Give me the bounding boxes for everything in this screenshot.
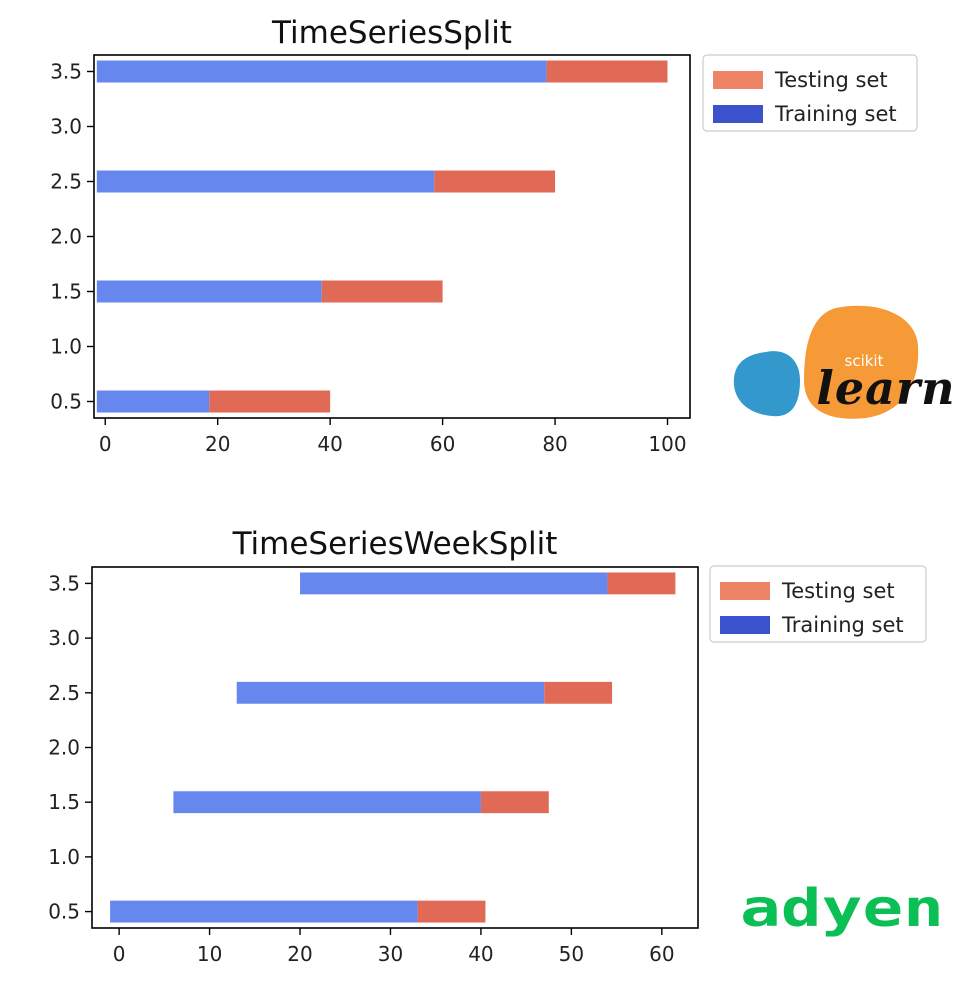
- chart-legend: Testing set Training set: [702, 54, 918, 132]
- testing-legend-swatch: [720, 582, 770, 600]
- training-bar: [173, 791, 481, 814]
- adyen-logo: adyen: [740, 880, 944, 939]
- x-tick-label: 50: [559, 942, 584, 966]
- scikit-learn-logo-blue-blob: [733, 351, 800, 417]
- scikit-learn-logo-small-text: scikit: [845, 352, 884, 370]
- y-tick-label: 0.5: [50, 390, 82, 414]
- testing-bar: [546, 60, 668, 83]
- x-tick-label: 60: [430, 432, 455, 456]
- training-legend-swatch: [713, 105, 763, 123]
- training-bar: [300, 572, 608, 595]
- y-tick-label: 2.5: [50, 170, 82, 194]
- y-tick-label: 2.5: [48, 681, 80, 705]
- testing-bar: [607, 572, 676, 595]
- training-bar: [236, 681, 545, 704]
- x-tick-label: 80: [542, 432, 567, 456]
- x-tick-label: 40: [317, 432, 342, 456]
- y-tick-label: 2.0: [50, 225, 82, 249]
- training-bar: [96, 60, 547, 83]
- testing-bar: [434, 170, 556, 193]
- x-tick-label: 60: [649, 942, 674, 966]
- y-tick-label: 3.5: [48, 571, 80, 595]
- testing-bar: [209, 390, 331, 413]
- plot-frame: [93, 54, 691, 419]
- adyen-logo-text: adyen: [740, 880, 944, 939]
- testing-legend-swatch: [713, 71, 763, 89]
- legend-label: Training set: [781, 613, 904, 637]
- scikit-learn-logo: scikit learn: [733, 305, 952, 419]
- plot-frame: [91, 566, 699, 929]
- y-tick-label: 0.5: [48, 900, 80, 924]
- testing-bar: [417, 900, 486, 923]
- y-tick-label: 2.0: [48, 736, 80, 760]
- x-tick-label: 0: [113, 942, 126, 966]
- chart-title: TimeSeriesWeekSplit: [232, 526, 558, 562]
- chart-title: TimeSeriesSplit: [271, 15, 512, 51]
- training-bar: [110, 900, 418, 923]
- scikit-learn-logo-orange-blob: [804, 305, 919, 419]
- x-tick-label: 30: [378, 942, 403, 966]
- y-tick-label: 1.5: [48, 790, 80, 814]
- y-tick-label: 3.5: [50, 60, 82, 84]
- testing-bar: [480, 791, 549, 814]
- training-legend-swatch: [720, 616, 770, 634]
- y-tick-label: 3.0: [50, 115, 82, 139]
- legend-label: Training set: [774, 102, 897, 126]
- scikit-learn-logo-big-text: learn: [816, 361, 952, 415]
- y-tick-label: 3.0: [48, 626, 80, 650]
- y-tick-label: 1.5: [50, 280, 82, 304]
- x-tick-label: 20: [287, 942, 312, 966]
- legend-label: Testing set: [774, 68, 888, 92]
- training-bar: [96, 170, 435, 193]
- x-tick-label: 0: [99, 432, 112, 456]
- testing-bar: [544, 681, 613, 704]
- y-tick-label: 1.0: [50, 335, 82, 359]
- timeseriessplit-chart: TimeSeriesSplit 0 20 40 60 80 100 0.5 1.0 1.5 2.0 2…: [50, 15, 918, 456]
- chart-legend: Testing set Training set: [709, 565, 927, 643]
- training-bar: [96, 390, 210, 413]
- training-bar: [96, 280, 322, 303]
- testing-bar: [321, 280, 443, 303]
- legend-label: Testing set: [781, 579, 895, 603]
- x-tick-label: 100: [648, 432, 686, 456]
- x-tick-label: 10: [197, 942, 222, 966]
- x-tick-label: 20: [205, 432, 230, 456]
- x-tick-label: 40: [468, 942, 493, 966]
- timeseriesweeksplit-chart: TimeSeriesWeekSplit 0 10 20 30 40 50 60 0.5 1.0 1.…: [48, 526, 927, 966]
- y-tick-label: 1.0: [48, 845, 80, 869]
